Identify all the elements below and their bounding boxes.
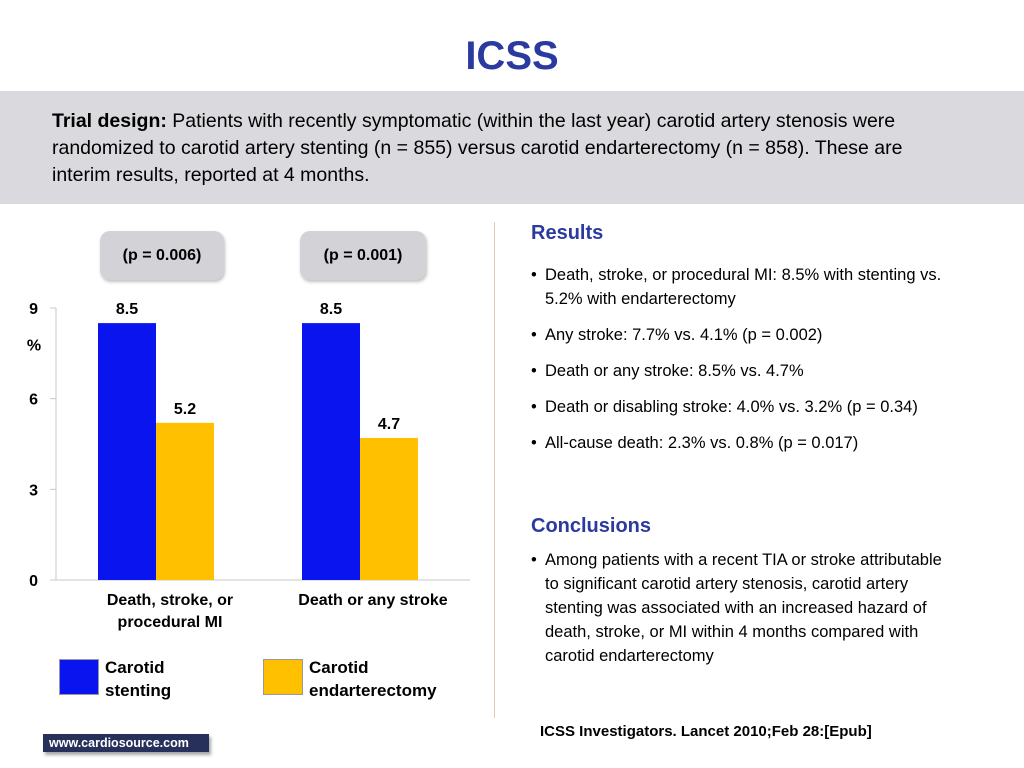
bar-chart: 0 3 6 9% 8.5 5.2 8.5 4.7 — [27, 301, 470, 590]
y-tick-label: 9 — [29, 301, 38, 318]
y-tick-label: 6 — [29, 392, 38, 409]
bar — [360, 437, 418, 580]
legend-label-stenting: Carotid stenting — [105, 658, 172, 700]
legend-label-endarterectomy: Carotid endarterectomy — [309, 658, 437, 700]
bar — [302, 323, 360, 580]
results-item: Death or disabling stroke: 4.0% vs. 3.2%… — [531, 395, 961, 419]
trial-design-label: Trial design: — [52, 110, 167, 132]
conclusions-list: Among patients with a recent TIA or stro… — [531, 548, 951, 668]
results-item: Any stroke: 7.7% vs. 4.1% (p = 0.002) — [531, 323, 961, 347]
column-divider — [494, 222, 495, 718]
y-tick-label: 0 — [29, 573, 38, 590]
data-label: 5.2 — [174, 401, 196, 418]
cardiosource-logo: www.cardiosource.com — [43, 734, 209, 752]
bar — [156, 422, 214, 580]
p-value-badge-2: (p = 0.001) — [300, 231, 426, 280]
results-list: Death, stroke, or procedural MI: 8.5% wi… — [531, 263, 961, 455]
conclusions-heading: Conclusions — [531, 515, 652, 537]
results-item: All-cause death: 2.3% vs. 0.8% (p = 0.01… — [531, 431, 961, 455]
slide-title: ICSS — [465, 34, 559, 78]
citation: ICSS Investigators. Lancet 2010;Feb 28:[… — [540, 723, 872, 740]
legend-swatch-stenting — [59, 659, 99, 695]
p-value-badge-1: (p = 0.006) — [100, 231, 224, 280]
legend-swatch-endarterectomy — [263, 659, 303, 695]
data-label: 8.5 — [116, 301, 138, 318]
conclusions-item: Among patients with a recent TIA or stro… — [531, 548, 951, 668]
category-label-2: Death or any stroke — [298, 592, 448, 609]
trial-design-text: Trial design: Patients with recently sym… — [52, 108, 932, 189]
y-axis-label: % — [27, 337, 41, 354]
bar — [98, 323, 156, 580]
trial-design-body: Patients with recently symptomatic (with… — [52, 110, 903, 186]
results-item: Death or any stroke: 8.5% vs. 4.7% — [531, 359, 961, 383]
trial-design-box — [0, 91, 1024, 204]
results-heading: Results — [531, 222, 604, 244]
y-tick-label: 3 — [29, 482, 38, 499]
category-label-1: Death, stroke, or procedural MI — [106, 592, 234, 631]
data-label: 8.5 — [320, 301, 342, 318]
results-item: Death, stroke, or procedural MI: 8.5% wi… — [531, 263, 961, 311]
data-label: 4.7 — [378, 416, 400, 433]
